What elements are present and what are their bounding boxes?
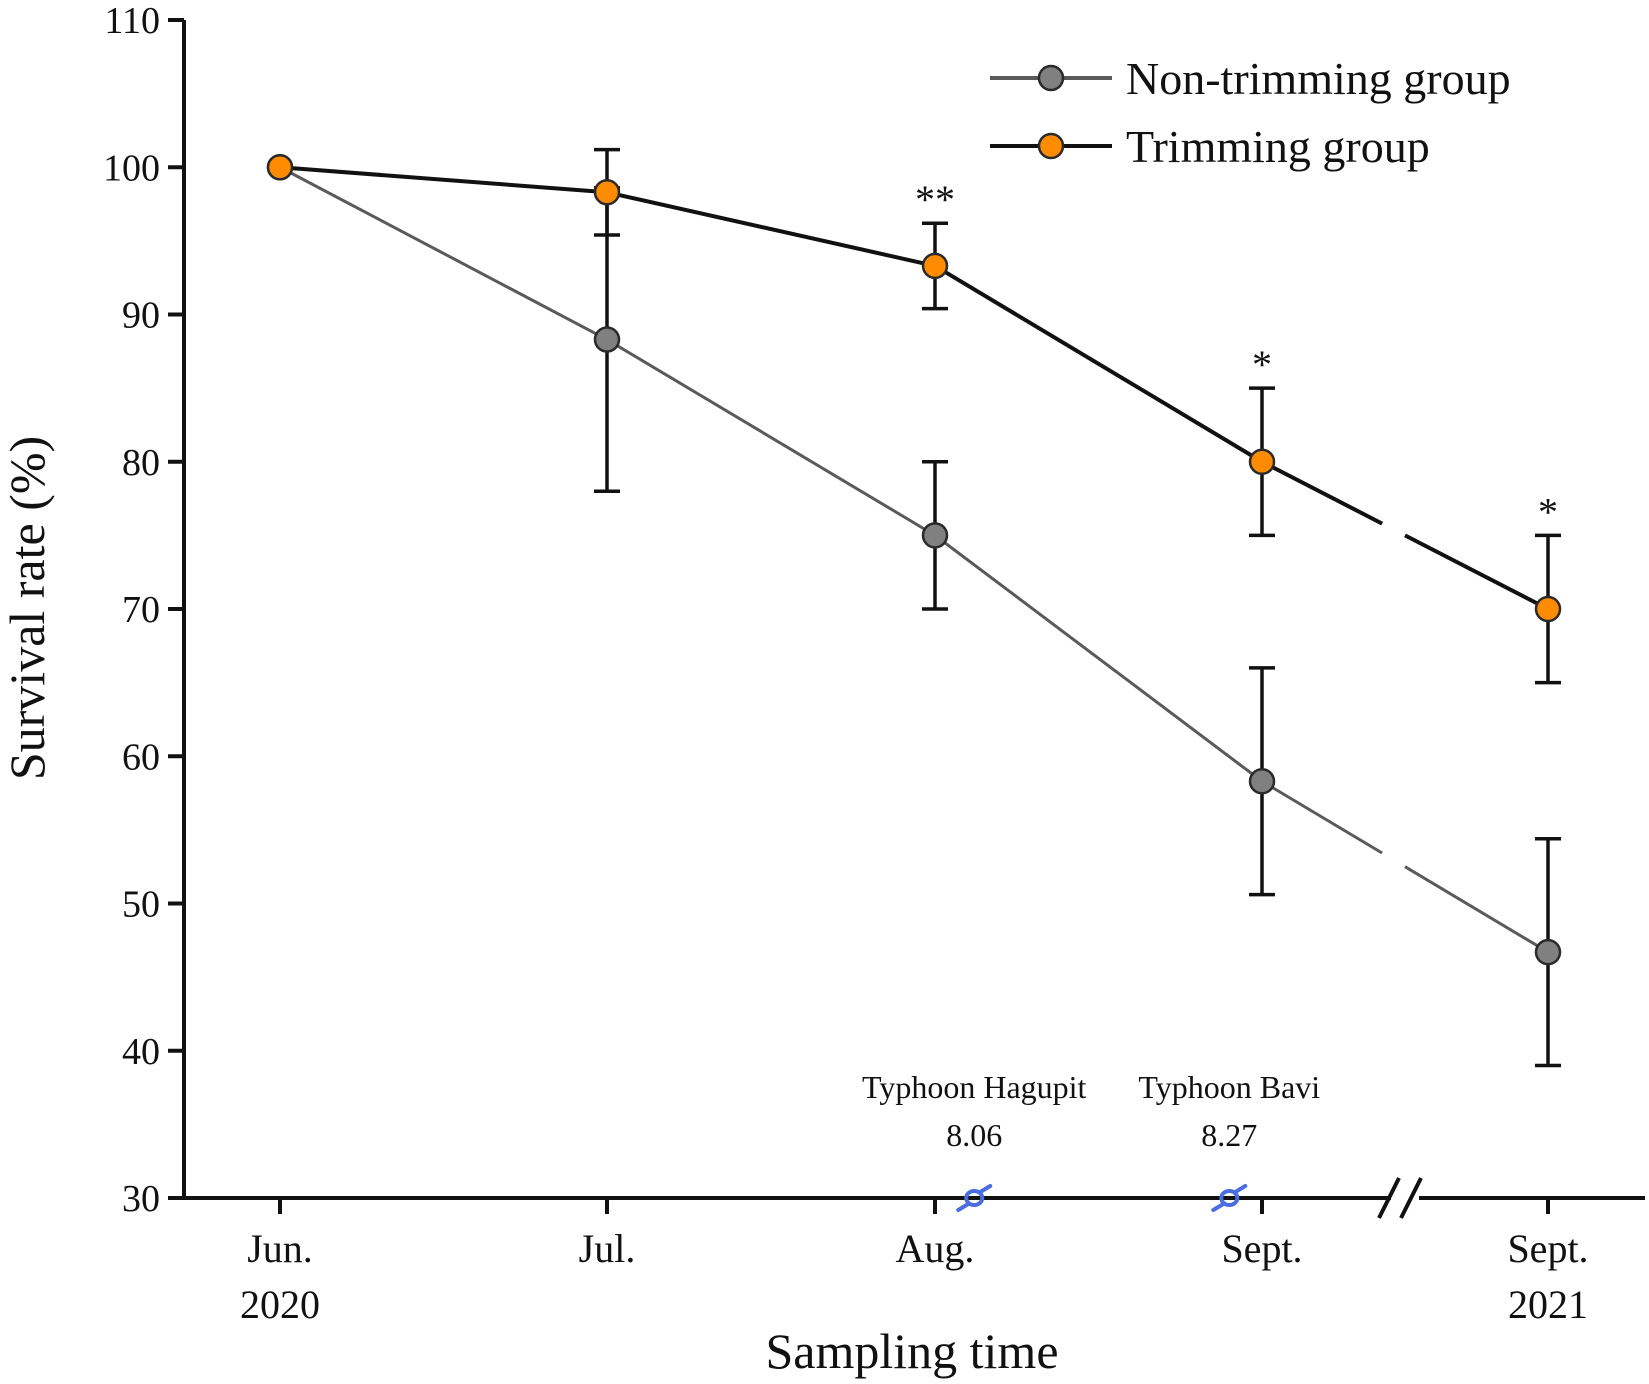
data-series [266,147,1562,1068]
data-point [593,179,621,206]
typhoon-icon-eye [1219,1189,1240,1207]
series-line-segment [933,264,1264,464]
legend-entry: Trimming group [990,121,1430,172]
y-tick-label: 40 [122,1031,160,1073]
data-point [266,154,294,181]
significance-marker: * [1252,342,1272,387]
significance-marker: * [1538,489,1558,534]
y-axis-title: Survival rate (%) [0,436,55,780]
y-tick-label: 80 [122,442,160,484]
x-tick-label: Jun. [247,1226,313,1271]
series-line-segment [606,190,936,268]
y-tick-label: 90 [122,295,160,337]
legend-label: Non-trimming group [1126,53,1511,104]
significance-marker: ** [915,177,955,222]
significance-markers: **** [915,177,1558,534]
axis-break-mark [1377,1177,1401,1219]
typhoon-icon [956,1184,993,1212]
typhoon-icon-arm [1211,1202,1226,1212]
typhoon-date: 8.06 [946,1117,1002,1153]
data-point [1534,938,1562,966]
series-line-segment [279,165,608,195]
series-line-segment [1404,865,1549,954]
series-line-segment [1261,779,1383,855]
y-tick-label: 70 [122,589,160,631]
series-line-segment [934,534,1263,783]
series-line-segment [1404,533,1549,611]
legend: Non-trimming group Trimming group [990,53,1511,172]
typhoon-date: 8.27 [1201,1117,1257,1153]
y-tick-label: 50 [122,884,160,926]
series-line-segment [606,338,936,537]
legend-swatch-marker [1037,64,1065,92]
series-line-segment [1261,459,1384,526]
x-tick-label-year: 2020 [240,1282,320,1327]
series-line-segment [279,165,608,341]
x-axis-ticks: Jun. 2020 Jul. Aug. Sept. Sept. 2021 [240,1198,1589,1327]
y-axis-ticks: 30 40 50 60 70 80 90 100 110 [103,0,184,1220]
typhoon-icon [1211,1184,1248,1212]
x-tick-label: Sept. [1507,1226,1588,1271]
x-tick-label-year: 2021 [1508,1282,1588,1327]
typhoon-name: Typhoon Hagupit [862,1069,1087,1105]
y-tick-label: 30 [122,1178,160,1220]
series-trimming [266,147,1562,685]
x-axis-title: Sampling time [765,1323,1058,1379]
x-tick-label: Jul. [579,1226,636,1271]
typhoon-icon-arm [978,1184,993,1194]
data-point [921,252,949,280]
typhoon-icon-arm [1233,1184,1248,1194]
legend-swatch-marker [1037,132,1065,160]
typhoon-icon-eye [964,1189,985,1207]
x-tick-label: Sept. [1221,1226,1302,1271]
data-point [593,326,621,353]
series-non-trimming [266,154,1562,1068]
typhoon-name: Typhoon Bavi [1138,1069,1320,1105]
axis-break-mark [1399,1177,1423,1219]
x-tick-label: Aug. [896,1226,975,1271]
y-tick-label: 100 [103,147,160,189]
legend-label: Trimming group [1126,121,1430,172]
data-point [921,522,949,549]
legend-entry: Non-trimming group [990,53,1511,104]
y-tick-label: 60 [122,736,160,778]
data-point [1534,595,1562,623]
typhoon-annotations: Typhoon Hagupit 8.06 Typhoon Bavi 8.27 [862,1069,1320,1212]
data-point [1248,448,1276,475]
y-tick-label: 110 [104,0,160,42]
data-point [1248,768,1276,795]
typhoon-icon-arm [956,1202,971,1212]
